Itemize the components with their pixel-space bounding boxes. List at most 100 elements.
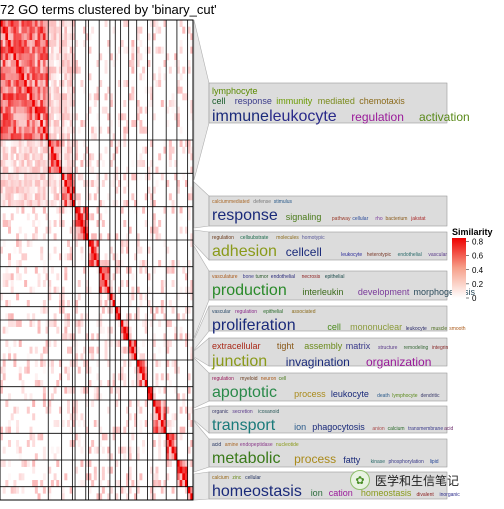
heatmap-cell xyxy=(5,106,9,114)
heatmap-cell xyxy=(64,113,68,121)
word-cloud-term: associated xyxy=(292,309,316,315)
heatmap-cell xyxy=(158,400,162,407)
heatmap-cell xyxy=(163,406,167,414)
heatmap-cell xyxy=(13,46,17,54)
heatmap-cell xyxy=(182,466,186,474)
heatmap-cell xyxy=(18,26,22,34)
heatmap-cell xyxy=(125,406,129,414)
heatmap-cell xyxy=(171,446,175,454)
heatmap-cell xyxy=(42,486,46,494)
heatmap-cell xyxy=(134,200,138,207)
heatmap-cell xyxy=(2,460,6,467)
heatmap-cell xyxy=(139,366,143,374)
heatmap-cell xyxy=(131,80,135,87)
heatmap-cell xyxy=(58,220,62,227)
heatmap-cell xyxy=(131,173,135,181)
heatmap-cell xyxy=(88,460,92,467)
heatmap-cell xyxy=(29,66,33,74)
heatmap-cell xyxy=(85,366,89,374)
heatmap-cell xyxy=(176,80,180,87)
heatmap-cell xyxy=(109,466,113,474)
heatmap-cell xyxy=(53,313,57,321)
heatmap-cell xyxy=(104,273,108,281)
heatmap-cell xyxy=(0,460,3,467)
heatmap-cell xyxy=(48,140,52,147)
heatmap-cell xyxy=(144,320,148,327)
heatmap-cell xyxy=(176,113,180,121)
heatmap-cell xyxy=(24,280,28,287)
heatmap-cell xyxy=(131,340,135,347)
heatmap-cell xyxy=(0,20,3,27)
heatmap-cell xyxy=(2,153,6,161)
heatmap-cell xyxy=(125,333,129,341)
heatmap-cell xyxy=(144,86,148,94)
heatmap-cell xyxy=(101,273,105,281)
heatmap-cell xyxy=(136,360,140,367)
heatmap-cell xyxy=(69,153,73,161)
heatmap-cell xyxy=(171,106,175,114)
heatmap-cell xyxy=(29,93,33,101)
heatmap-cell xyxy=(142,366,146,374)
heatmap-cell xyxy=(150,233,154,241)
heatmap-cell xyxy=(101,286,105,294)
heatmap-cell xyxy=(184,180,188,187)
heatmap-cell xyxy=(18,86,22,94)
heatmap-cell xyxy=(5,46,9,54)
heatmap-cell xyxy=(125,326,129,334)
heatmap-cell xyxy=(24,193,28,201)
heatmap-cell xyxy=(2,280,6,287)
heatmap-cell xyxy=(160,46,164,54)
heatmap-cell xyxy=(42,346,46,354)
heatmap-cell xyxy=(58,180,62,187)
heatmap-cell xyxy=(42,153,46,161)
heatmap-cell xyxy=(171,433,175,441)
heatmap-cell xyxy=(45,53,49,61)
heatmap-cell xyxy=(152,486,156,494)
heatmap-cell xyxy=(152,266,156,274)
heatmap-cell xyxy=(50,73,54,81)
heatmap-cell xyxy=(13,173,17,181)
heatmap-cell xyxy=(123,113,127,121)
heatmap-cell xyxy=(29,60,33,67)
heatmap-cell xyxy=(176,480,180,487)
heatmap-cell xyxy=(85,333,89,341)
heatmap-cell xyxy=(69,253,73,261)
heatmap-cell xyxy=(50,40,54,47)
heatmap-cell xyxy=(58,293,62,301)
heatmap-cell xyxy=(50,26,54,34)
heatmap-cell xyxy=(21,173,25,181)
heatmap-cell xyxy=(24,73,28,81)
heatmap-cell xyxy=(168,146,172,154)
word-cloud-term: lymphocyte xyxy=(212,86,258,96)
heatmap-cell xyxy=(45,66,49,74)
heatmap-cell xyxy=(64,253,68,261)
heatmap-cell xyxy=(58,480,62,487)
heatmap-cell xyxy=(69,440,73,447)
heatmap-cell xyxy=(61,33,65,41)
heatmap-cell xyxy=(61,160,65,167)
heatmap-cell xyxy=(42,46,46,54)
heatmap-cell xyxy=(2,33,6,41)
heatmap-cell xyxy=(67,186,70,194)
heatmap-cell xyxy=(45,153,49,161)
heatmap-cell xyxy=(72,113,76,121)
heatmap-cell xyxy=(64,273,68,281)
heatmap-cell xyxy=(0,426,3,434)
heatmap-cell xyxy=(136,100,140,107)
heatmap-cell xyxy=(0,200,3,207)
heatmap-cell xyxy=(187,446,191,454)
heatmap-cell xyxy=(83,346,87,354)
heatmap-cell xyxy=(56,60,60,67)
heatmap-cell xyxy=(16,240,20,247)
heatmap-cell xyxy=(37,20,41,27)
heatmap-cell xyxy=(61,60,65,67)
word-cloud-term: invagination xyxy=(286,355,350,369)
heatmap-cell xyxy=(26,213,30,221)
heatmap-cell xyxy=(2,326,6,334)
heatmap-cell xyxy=(26,113,30,121)
heatmap-cell xyxy=(77,173,81,181)
heatmap-cell xyxy=(80,253,84,261)
heatmap-cell xyxy=(21,473,25,481)
heatmap-cell xyxy=(80,120,84,127)
heatmap-cell xyxy=(26,106,30,114)
